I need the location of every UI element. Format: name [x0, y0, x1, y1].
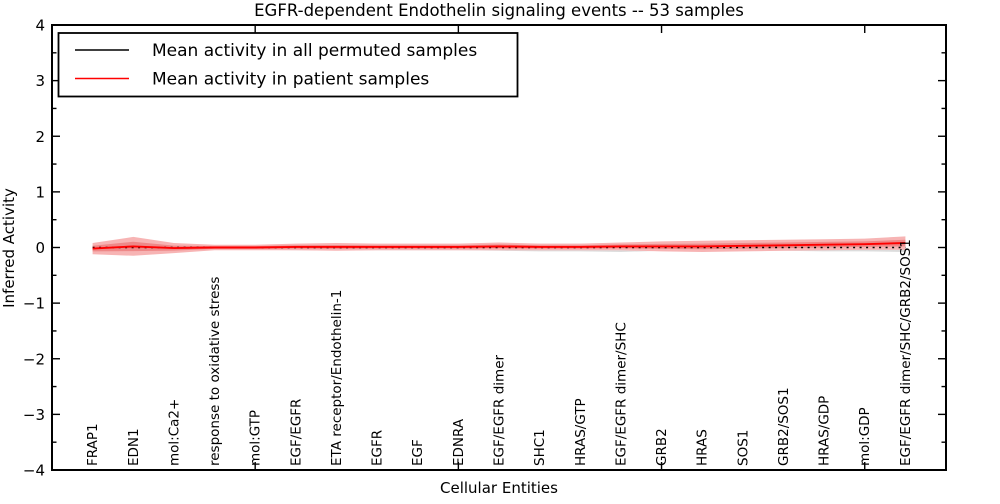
x-tick-label: ETA receptor/Endothelin-1 [329, 290, 345, 466]
axis-ticks [52, 24, 946, 471]
x-axis-label: Cellular Entities [440, 479, 558, 497]
x-tick-label: SHC1 [532, 429, 548, 466]
x-tick-label: HRAS/GTP [573, 398, 589, 466]
y-tick-label: 1 [35, 183, 45, 201]
x-tick-label: mol:Ca2+ [166, 399, 182, 466]
y-axis-label: Inferred Activity [0, 188, 18, 308]
series-lines [92, 242, 906, 250]
x-tick-label: EGF/EGFR [288, 399, 304, 466]
x-tick-label: FRAP1 [85, 423, 101, 466]
x-tick-label: EGF/EGFR dimer/SHC/GRB2/SOS1 [898, 239, 914, 466]
y-tick-label: 3 [35, 72, 45, 90]
x-tick-label: HRAS [695, 429, 711, 466]
x-tick-label: mol:GTP [248, 410, 264, 466]
y-tick-label: 2 [35, 128, 45, 146]
x-tick-label: SOS1 [735, 430, 751, 466]
x-tick-label: response to oxidative stress [207, 277, 223, 466]
x-tick-label: EGF/EGFR dimer [492, 354, 508, 466]
x-tick-label: EDN1 [126, 428, 142, 466]
patient-mean-line [92, 242, 906, 250]
y-tick-label: −2 [23, 350, 45, 368]
legend-label-patient: Mean activity in patient samples [152, 70, 429, 90]
x-tick-label: EGF/EGFR dimer/SHC [613, 322, 629, 466]
x-tick-label: EDNRA [451, 418, 467, 466]
chart-title: EGFR-dependent Endothelin signaling even… [254, 1, 744, 20]
x-tick-labels: FRAP1 EDN1 mol:Ca2+ response to oxidative s… [85, 239, 914, 466]
y-tick-label: 0 [35, 239, 45, 257]
y-tick-label: 4 [35, 17, 45, 35]
y-tick-label: −1 [23, 295, 45, 313]
x-tick-label: HRAS/GDP [817, 396, 833, 466]
y-tick-label: −3 [23, 406, 45, 424]
legend-label-permuted: Mean activity in all permuted samples [152, 41, 477, 61]
y-tick-label: −4 [23, 462, 45, 480]
y-tick-labels: −4 −3 −2 −1 0 1 2 3 4 [23, 17, 45, 480]
x-tick-label: EGF [410, 439, 426, 466]
x-tick-label: EGFR [370, 430, 386, 466]
legend-box [57, 32, 519, 98]
x-tick-label: mol:GDP [857, 407, 873, 466]
legend: Mean activity in all permuted samples Me… [57, 32, 519, 98]
x-tick-label: GRB2/SOS1 [776, 387, 792, 466]
x-tick-label: GRB2 [654, 428, 670, 466]
